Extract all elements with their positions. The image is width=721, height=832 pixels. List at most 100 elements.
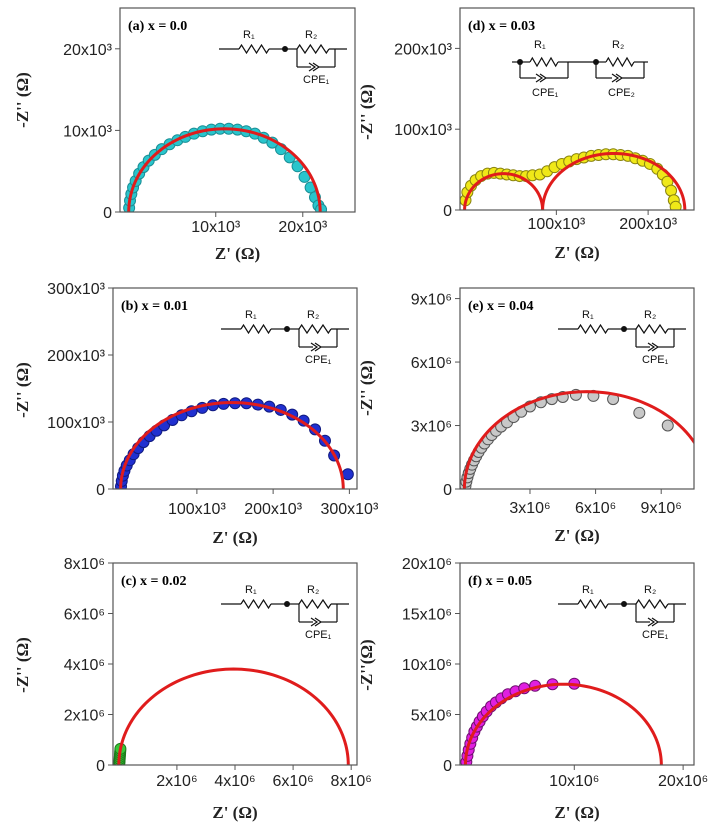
circuit-label-cpe1: CPE₁ (305, 629, 332, 641)
x-axis-label: Z' (Ω) (554, 803, 599, 822)
resistor-r2 (605, 56, 635, 68)
fit-curve (117, 667, 350, 765)
circuit-label-r2: R₂ (307, 309, 319, 321)
data-point (669, 200, 682, 210)
cpe-symbol (308, 62, 317, 72)
plot-area (460, 677, 663, 765)
panel-label: (e) x = 0.04 (468, 299, 534, 314)
circuit-diagram: R₁ R₂ CPE₁ (219, 29, 347, 86)
x-tick-label: 8x10⁶ (331, 773, 372, 790)
plot-frame (459, 287, 695, 490)
circuit-label-r2: R₂ (644, 584, 656, 596)
circuit-diagram: R₁ CPE₁ R₂ CPE₂ (512, 39, 648, 99)
chart-panel-e: 3x10⁶ 6x10⁶ 9x10⁶ 0 3x10⁶ 6x10⁶ 9x10⁶ Z' (Ω) -Z'… (357, 287, 695, 545)
panel-label: (d) x = 0.03 (468, 19, 535, 34)
x-axis-label: Z' (Ω) (215, 244, 260, 263)
resistor-r2 (298, 598, 332, 610)
x-tick-label: 4x10⁶ (214, 773, 255, 790)
resistor-r2 (635, 598, 669, 610)
y-tick-label: 100x10³ (394, 122, 452, 139)
cpe-symbol-1 (535, 73, 544, 83)
cpe-symbol (647, 617, 656, 627)
x-tick-label: 200x10³ (619, 216, 677, 233)
panel-label: (f) x = 0.05 (468, 574, 532, 589)
chart-panel-d: 100x10³ 200x10³ 0 100x10³ 200x10³ Z' (Ω) -Z'' … (357, 7, 695, 262)
y-axis-label: -Z'' (Ω) (13, 362, 32, 418)
x-tick-label: 100x10³ (168, 501, 226, 518)
y-axis-label: -Z'' (Ω) (357, 84, 376, 140)
y-tick-label: 3x10⁶ (411, 419, 452, 436)
circuit-label-r2: R₂ (612, 39, 624, 51)
x-tick-label: 6x10⁶ (272, 773, 313, 790)
x-tick-label: 20x10³ (278, 219, 328, 236)
y-tick-label: 6x10⁶ (64, 607, 105, 624)
y-tick-label: 8x10⁶ (64, 556, 105, 573)
data-point (341, 468, 354, 481)
x-tick-label: 10x10³ (191, 219, 241, 236)
y-tick-label: 0 (96, 758, 105, 775)
x-tick-label: 6x10⁶ (575, 500, 616, 517)
x-tick-label: 10x10⁶ (549, 773, 599, 790)
y-tick-label: 2x10⁶ (64, 708, 105, 725)
plot-area (115, 397, 354, 489)
y-axis-label: -Z'' (Ω) (13, 637, 32, 693)
y-tick-label: 20x10³ (63, 42, 113, 59)
circuit-label-r2: R₂ (305, 29, 317, 41)
y-tick-label: 300x10³ (47, 281, 105, 298)
plot-area (460, 388, 694, 489)
x-tick-label: 300x10³ (320, 501, 378, 518)
y-tick-label: 9x10⁶ (411, 292, 452, 309)
circuit-label-cpe1: CPE₁ (303, 74, 330, 86)
resistor-r1 (577, 323, 609, 335)
plot-frame (119, 7, 356, 213)
resistor-r2 (635, 323, 669, 335)
panel-label: (c) x = 0.02 (121, 574, 187, 589)
cpe-symbol-2 (611, 73, 620, 83)
resistor-r1 (240, 323, 272, 335)
chart-panel-b: 100x10³ 200x10³ 300x10³ 0 100x10³ 200x10³ 300x… (13, 281, 379, 547)
circuit-diagram: R₁ R₂ CPE₁ (558, 309, 686, 366)
circuit-label-cpe2: CPE₂ (608, 87, 635, 99)
circuit-label-r1: R₁ (245, 309, 257, 321)
circuit-label-cpe1: CPE₁ (532, 87, 559, 99)
plot-frame (112, 287, 358, 490)
y-tick-label: 0 (103, 205, 112, 222)
circuit-label-cpe1: CPE₁ (642, 354, 669, 366)
chart-panel-f: 10x10⁶ 20x10⁶ 0 5x10⁶ 10x10⁶ 15x10⁶ 20x10⁶ Z' (… (357, 556, 708, 822)
y-axis-label: -Z''(Ω) (357, 639, 376, 690)
chart-panel-c: 2x10⁶ 4x10⁶ 6x10⁶ 8x10⁶ 0 2x10⁶ 4x10⁶ 6x10⁶ 8x10… (13, 556, 372, 822)
fit-curve (463, 172, 545, 210)
plot-area (460, 148, 687, 210)
plot-area (113, 667, 350, 765)
y-tick-label: 5x10⁶ (411, 708, 452, 725)
cpe-symbol (310, 342, 319, 352)
data-point (633, 406, 646, 419)
fit-curve (462, 390, 694, 489)
chart-panel-a: 10x10³ 20x10³ 0 10x10³ 20x10³ Z' (Ω) -Z'' (Ω) (… (13, 7, 356, 263)
y-tick-label: 6x10⁶ (411, 355, 452, 372)
circuit-label-r1: R₁ (582, 584, 594, 596)
y-tick-label: 200x10³ (394, 41, 452, 58)
resistor-r1 (238, 43, 270, 55)
resistor-r2 (296, 43, 330, 55)
circuit-label-cpe1: CPE₁ (642, 629, 669, 641)
y-tick-label: 0 (443, 203, 452, 220)
x-axis-label: Z' (Ω) (554, 526, 599, 545)
circuit-label-r1: R₁ (582, 309, 594, 321)
x-axis-label: Z' (Ω) (212, 803, 257, 822)
fit-curve (119, 401, 345, 489)
y-tick-label: 10x10³ (63, 123, 113, 140)
resistor-r1 (529, 56, 559, 68)
plot-frame (459, 7, 695, 211)
circuit-label-r2: R₂ (307, 584, 319, 596)
y-tick-label: 100x10³ (47, 415, 105, 432)
plot-frame (112, 562, 358, 766)
circuit-diagram: R₁ R₂ CPE₁ (221, 584, 349, 641)
panel-label: (b) x = 0.01 (121, 299, 188, 314)
x-tick-label: 100x10³ (527, 216, 585, 233)
y-tick-label: 200x10³ (47, 348, 105, 365)
circuit-diagram: R₁ R₂ CPE₁ (221, 309, 349, 366)
x-axis-label: Z' (Ω) (554, 243, 599, 262)
circuit-label-r1: R₁ (245, 584, 257, 596)
